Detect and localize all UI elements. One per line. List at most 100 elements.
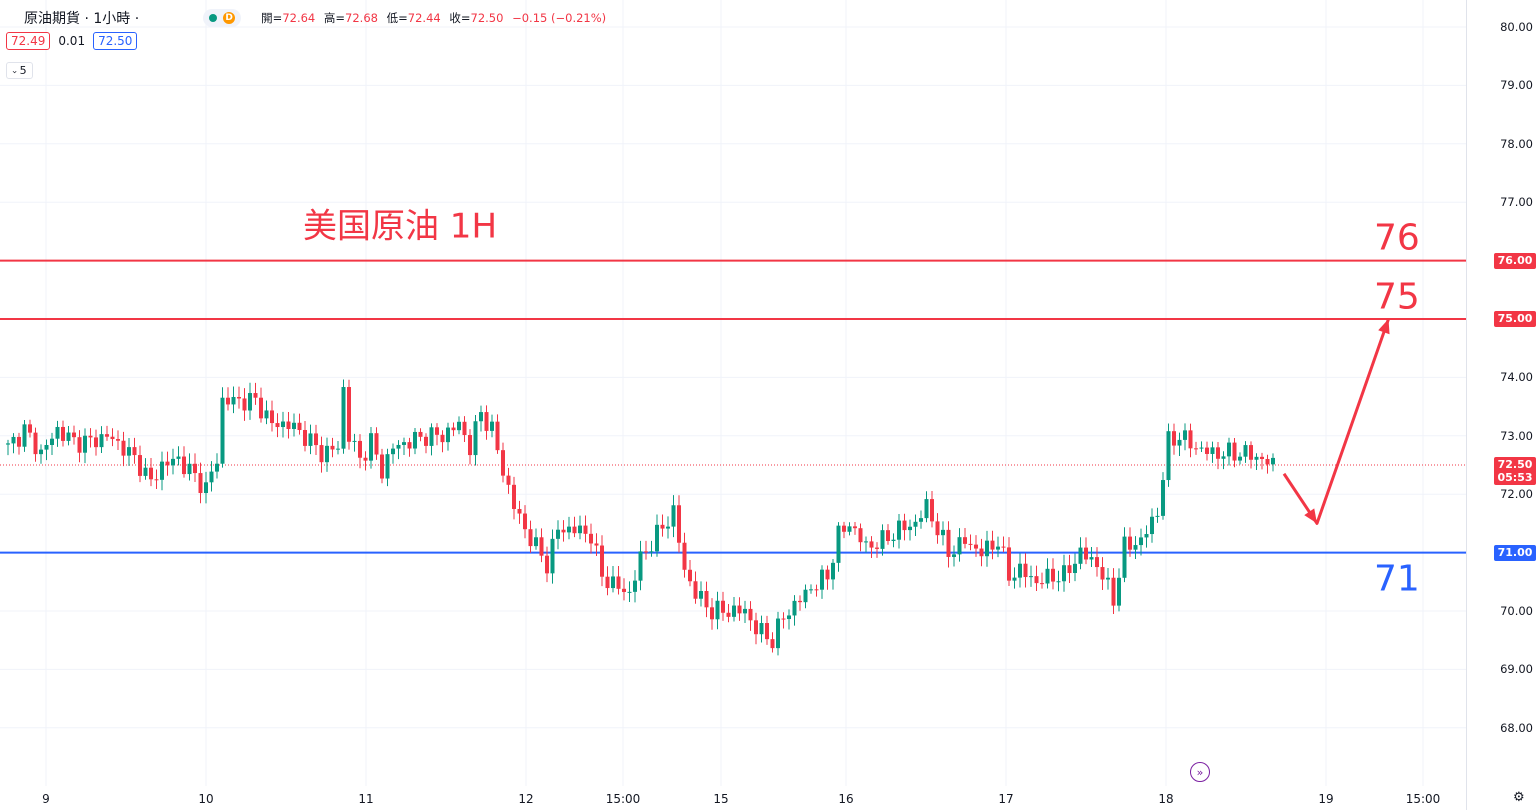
candle-body [50,438,54,445]
candle-body [1254,456,1259,460]
annotation-level-75[interactable]: 75 [1374,276,1420,318]
candle-body [1001,546,1006,548]
candle-body [556,529,560,539]
candle-body [1199,447,1204,449]
chart-annotation-title[interactable]: 美国原油 1H [303,206,498,247]
candle-body [1166,431,1171,481]
candle-body [88,435,93,438]
candle-body [440,434,445,443]
candle-body [495,421,500,451]
candle-body [286,421,291,430]
legend-title-row: 原油期貨 · 1小時 · D 開=72.64 高=72.68 低=72.44 收… [24,8,606,28]
candle-body [1265,458,1270,465]
price-axis[interactable]: 80.00 79.00 78.00 77.00 76.00 75.00 74.0… [1466,0,1540,810]
candle-body [572,526,577,534]
level-label-71: 71.00 [1494,544,1536,561]
candle-body [644,551,648,553]
gear-icon[interactable]: ⚙ [1513,790,1525,805]
indicators-toggle[interactable]: ›5 [6,62,33,79]
candle-body [215,463,219,472]
time-tick: 19 [1318,792,1334,806]
candle-body [1243,445,1248,457]
candle-body [517,508,522,514]
candle-body [836,525,841,563]
candle-body [1227,442,1231,457]
candle-body [391,448,395,455]
candle-body [231,396,236,405]
candle-body [952,554,956,557]
price-tick: 68.00 [1500,720,1533,735]
candle-body [132,447,137,456]
candle-body [990,540,995,550]
candle-body [1045,568,1050,584]
candle-body [1183,430,1187,440]
annotation-level-71[interactable]: 71 [1374,558,1420,600]
symbol-title[interactable]: 原油期貨 · 1小時 · [24,11,140,27]
candle-body [270,410,274,424]
candle-body [220,397,225,464]
candle-body [611,576,615,589]
candle-body [1260,456,1264,459]
candle-body [187,463,192,475]
delayed-data-icon: D [223,12,236,24]
candle-body [1111,577,1116,606]
candle-body [561,529,566,533]
candle-body [693,581,698,599]
candle-body [919,518,923,522]
candle-body [869,541,874,548]
candle-body [297,422,302,431]
level-label-75: 75.00 [1494,311,1536,327]
candle-body [792,600,797,616]
candle-body [165,461,170,466]
candle-body [237,396,241,399]
price-tick: 70.00 [1500,604,1533,618]
candle-body [1216,447,1220,459]
candle-body [127,447,131,456]
candle-body [743,608,747,614]
candle-body [6,443,10,445]
candle-body [660,524,665,529]
candle-body [336,448,340,450]
candle-body [666,526,670,529]
candle-body [941,529,945,536]
candle-body [1128,536,1132,550]
jump-to-realtime-icon[interactable]: » [1190,762,1210,782]
time-tick: 15:00 [1405,792,1441,806]
horizontal-levels [0,259,1466,554]
candle-body [99,434,104,448]
current-price-label: 72.50 05:53 [1494,457,1536,485]
candle-body [435,427,439,435]
candle-body [22,424,27,447]
candle-body [72,432,76,438]
candle-body [1067,565,1072,574]
candle-body [594,543,599,546]
level-label-76: 76.00 [1494,252,1536,269]
candle-body [110,436,115,440]
close-label: 收 [449,11,461,25]
candle-body [1177,439,1182,446]
annotation-level-76[interactable]: 76 [1374,217,1420,259]
time-axis[interactable]: 9 10 11 12 15:00 15 16 17 18 19 15:00 [0,786,1466,810]
candle-body [248,393,252,411]
candle-body [490,421,494,431]
candlestick-chart[interactable] [0,0,1466,786]
candle-body [842,525,846,532]
candle-body [710,607,714,620]
candle-body [831,562,835,580]
candle-body [1205,447,1209,454]
spread-value: 0.01 [58,34,86,48]
candle-body [638,551,643,581]
sell-button[interactable]: 72.49 [6,32,51,50]
candle-body [589,533,593,544]
candle-body [1106,577,1110,580]
candle-body [545,555,549,574]
candle-body [402,442,406,445]
market-status[interactable]: D [203,9,242,27]
time-tick: 15 [713,792,729,806]
candle-body [858,528,863,543]
candle-body [1007,547,1011,581]
candle-body [825,569,830,580]
candle-body [1232,442,1237,461]
buy-button[interactable]: 72.50 [93,32,138,50]
candle-body [198,473,203,494]
